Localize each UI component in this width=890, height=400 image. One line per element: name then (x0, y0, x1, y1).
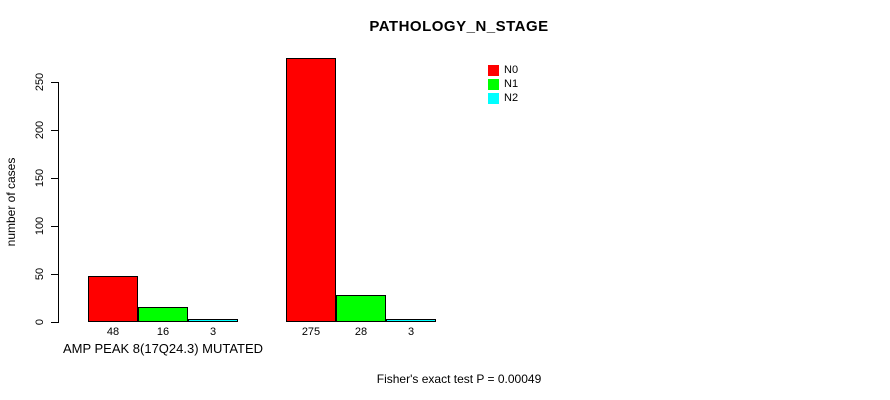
y-axis-label: number of cases (4, 157, 18, 247)
y-tick-label: 250 (34, 72, 46, 92)
legend-swatch-icon (488, 93, 499, 104)
legend-label: N2 (504, 92, 519, 104)
bar-n1-group1 (138, 307, 188, 322)
y-tick-mark (51, 81, 58, 83)
y-tick-label: 200 (34, 120, 46, 140)
legend: N0 N1 N2 (488, 64, 518, 106)
legend-label: N0 (504, 64, 519, 76)
bar-n0-group2 (286, 58, 336, 322)
legend-item: N2 (488, 92, 518, 105)
y-tick-mark (51, 225, 58, 227)
bar-n0-group1 (88, 276, 138, 322)
y-axis-line (58, 82, 59, 323)
y-tick-label: 150 (34, 168, 46, 188)
bar-value-label: 48 (106, 326, 120, 338)
bar-value-label: 3 (407, 326, 415, 338)
y-tick-mark (51, 129, 58, 131)
bar-value-label: 28 (354, 326, 368, 338)
legend-swatch-icon (488, 65, 499, 76)
legend-label: N1 (504, 78, 519, 90)
y-tick-mark (51, 321, 58, 323)
legend-item: N1 (488, 78, 518, 91)
y-tick-mark (51, 177, 58, 179)
bar-n1-group2 (336, 295, 386, 322)
y-tick-label: 50 (34, 267, 46, 281)
bar-value-label: 16 (156, 326, 170, 338)
bar-n2-group2 (386, 319, 436, 322)
legend-item: N0 (488, 64, 518, 77)
bar-value-label: 3 (209, 326, 217, 338)
legend-swatch-icon (488, 79, 499, 90)
bar-value-label: 275 (301, 326, 321, 338)
bar-n2-group1 (188, 319, 238, 322)
chart-title: PATHOLOGY_N_STAGE (369, 18, 549, 35)
y-tick-label: 0 (34, 318, 46, 326)
y-tick-label: 100 (34, 216, 46, 236)
stat-annotation: Fisher's exact test P = 0.00049 (376, 372, 542, 386)
y-tick-mark (51, 273, 58, 275)
x-group-label: AMP PEAK 8(17Q24.3) MUTATED (62, 341, 264, 356)
